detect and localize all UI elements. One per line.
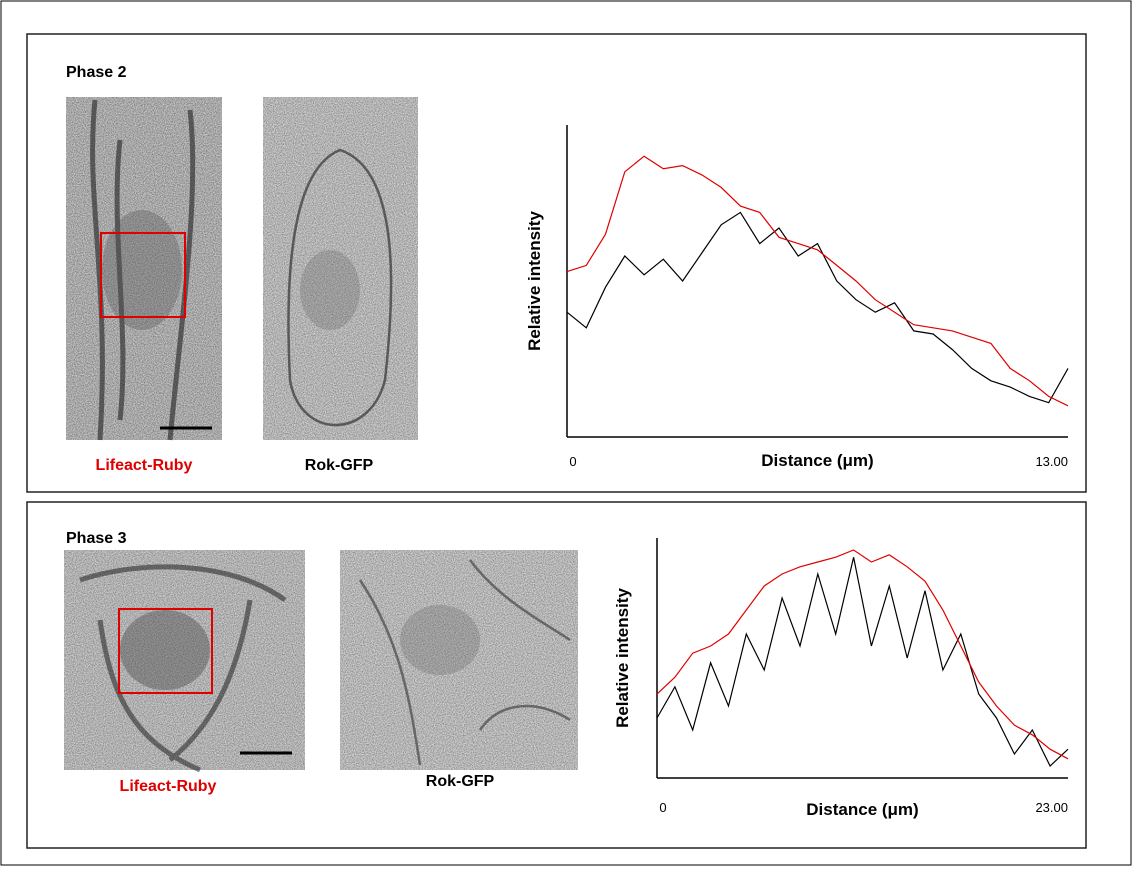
- micrograph: [64, 550, 305, 773]
- x-axis-label: Distance (μm): [761, 451, 873, 470]
- micrograph: [263, 97, 418, 440]
- micrograph: [66, 97, 222, 441]
- image-label: Rok-GFP: [426, 773, 495, 790]
- x-tick-label: 0: [569, 454, 576, 469]
- intensity-line: [656, 549, 1069, 760]
- y-axis-label: Relative intensity: [525, 211, 544, 351]
- intensity-line: [656, 557, 1069, 767]
- intensity-line: [566, 211, 1069, 404]
- panel-frame: [26, 501, 1087, 849]
- image-label: Lifeact-Ruby: [96, 457, 193, 474]
- intensity-line: [566, 155, 1069, 407]
- image-label: Rok-GFP: [305, 457, 374, 474]
- x-tick-label: 13.00: [1035, 454, 1068, 469]
- x-axis-label: Distance (μm): [806, 800, 918, 819]
- y-axis-label: Relative intensity: [613, 588, 632, 728]
- x-tick-label: 0: [659, 800, 666, 815]
- micrograph: [340, 550, 578, 770]
- x-tick-label: 23.00: [1035, 800, 1068, 815]
- image-label: Lifeact-Ruby: [120, 778, 217, 795]
- panel-title: Phase 2: [66, 64, 127, 81]
- panel-frame: [26, 33, 1087, 493]
- panel-title: Phase 3: [66, 530, 127, 547]
